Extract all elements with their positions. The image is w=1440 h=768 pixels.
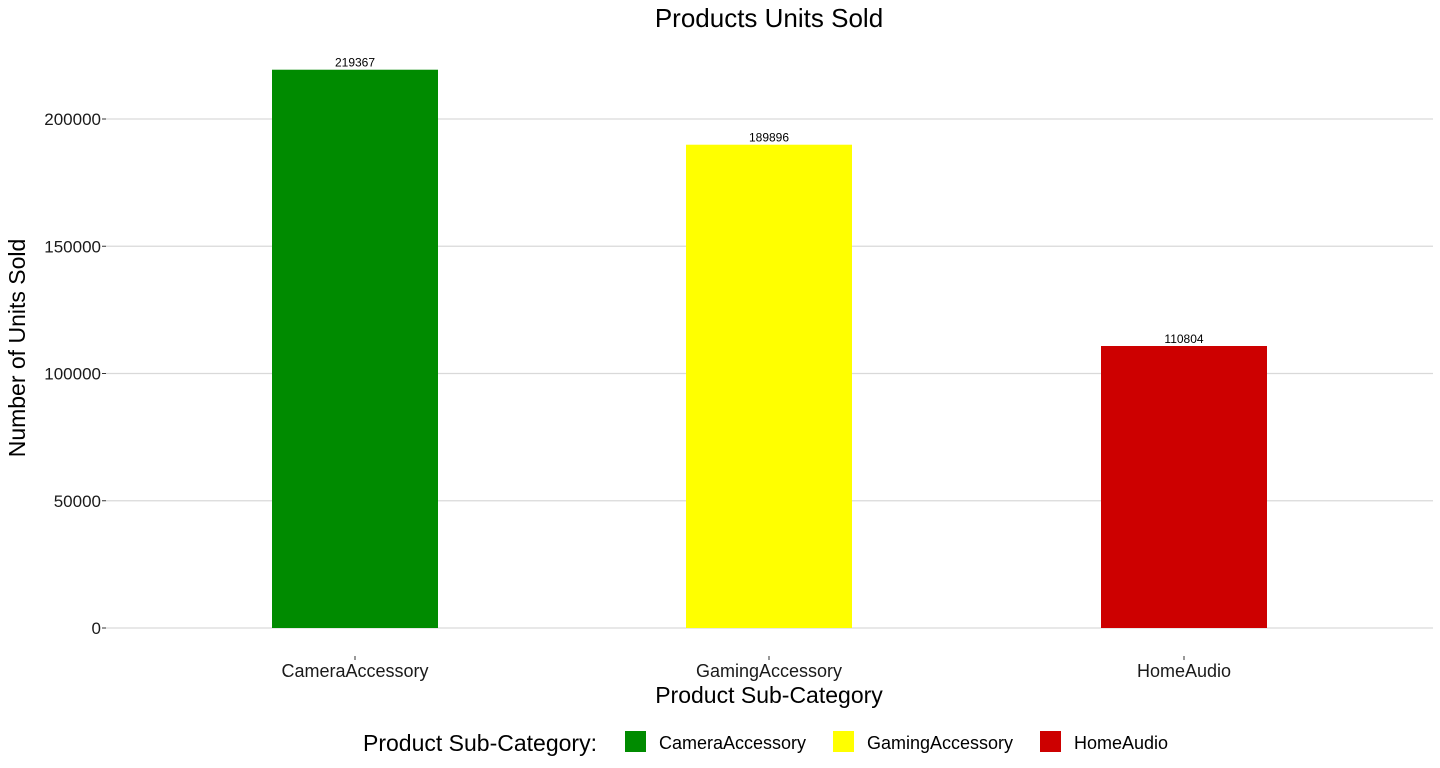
legend-title: Product Sub-Category: [363, 730, 597, 756]
x-tick-label-GamingAccessory: GamingAccessory [696, 661, 842, 681]
legend-label-CameraAccessory: CameraAccessory [659, 733, 806, 753]
data-label-HomeAudio: 110804 [1164, 332, 1203, 346]
x-axis-ticks: CameraAccessory GamingAccessory HomeAudio [281, 656, 1231, 681]
y-tick-label: 200000 [44, 110, 101, 129]
legend-label-HomeAudio: HomeAudio [1074, 733, 1168, 753]
data-label-CameraAccessory: 219367 [335, 56, 375, 70]
y-tick-label: 100000 [44, 365, 101, 384]
legend-key-HomeAudio [1040, 731, 1061, 752]
y-tick-label: 50000 [54, 492, 101, 511]
bar-HomeAudio [1101, 346, 1267, 628]
data-label-GamingAccessory: 189896 [749, 131, 789, 145]
x-tick-label-CameraAccessory: CameraAccessory [281, 661, 428, 681]
legend-key-CameraAccessory [625, 731, 646, 752]
y-axis-title: Number of Units Sold [4, 239, 30, 458]
bar-GamingAccessory [686, 144, 852, 629]
y-axis-ticks: 0 50000 100000 150000 200000 [44, 110, 106, 638]
legend-key-GamingAccessory [833, 731, 854, 752]
bars: 219367 189896 110804 [272, 56, 1267, 629]
x-axis-title: Product Sub-Category [655, 682, 883, 708]
chart-title: Products Units Sold [655, 3, 883, 33]
legend: Product Sub-Category: CameraAccessory Gam… [363, 730, 1168, 756]
x-tick-label-HomeAudio: HomeAudio [1137, 661, 1231, 681]
legend-label-GamingAccessory: GamingAccessory [867, 733, 1013, 753]
y-tick-label: 0 [92, 619, 101, 638]
bar-CameraAccessory [272, 69, 438, 628]
y-tick-label: 150000 [44, 237, 101, 256]
